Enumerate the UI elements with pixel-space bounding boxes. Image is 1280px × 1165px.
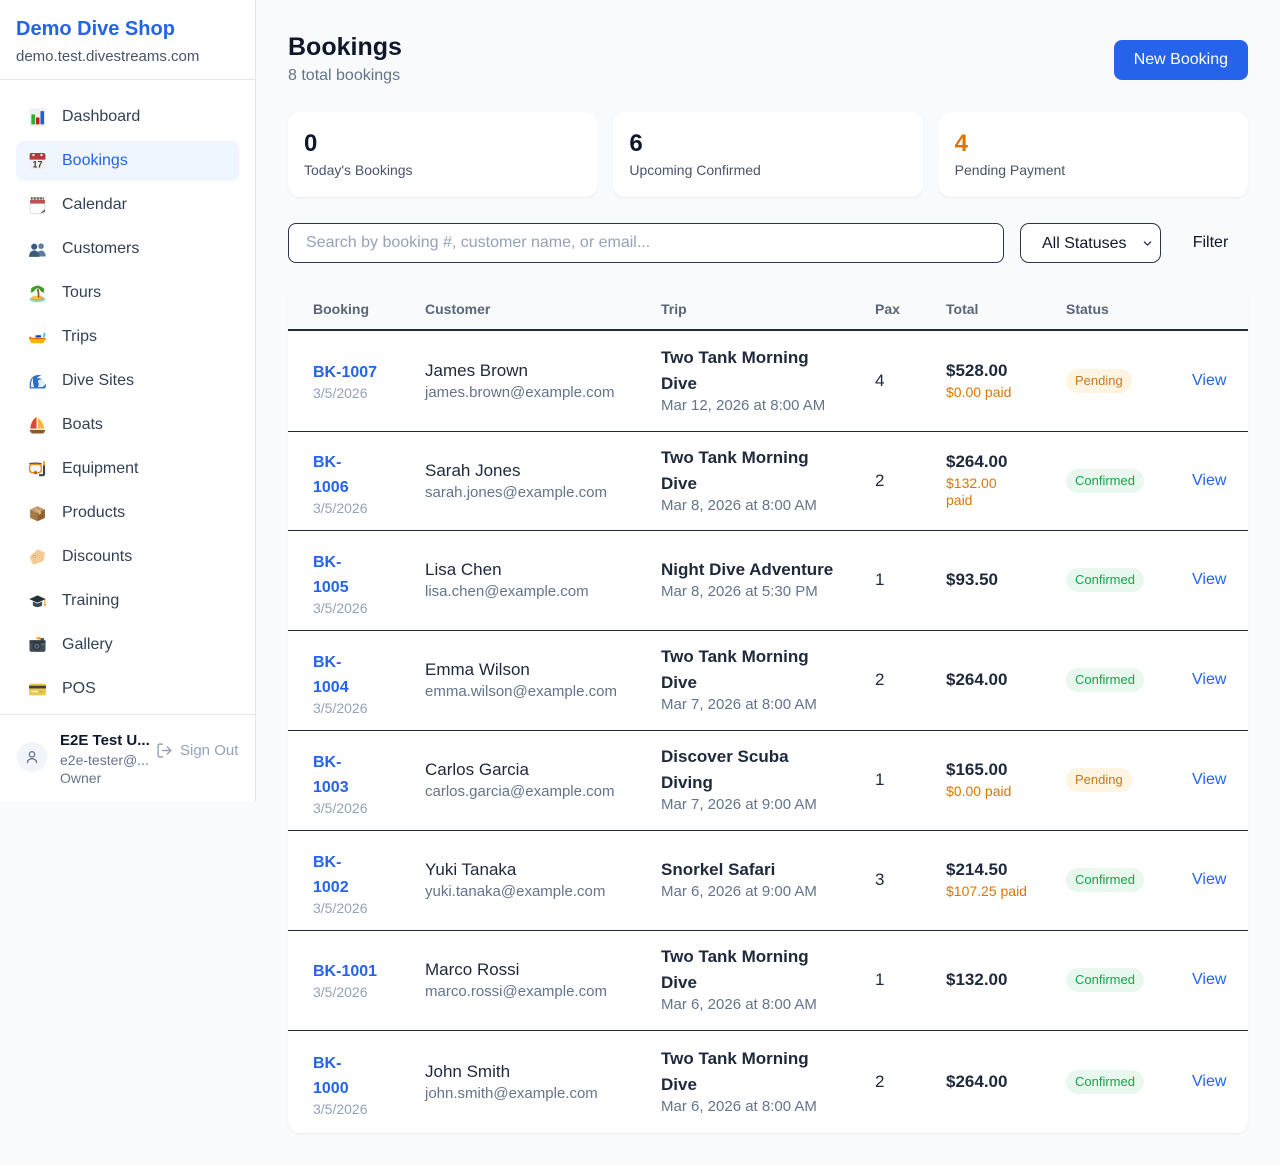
svg-text:17: 17: [33, 159, 43, 169]
